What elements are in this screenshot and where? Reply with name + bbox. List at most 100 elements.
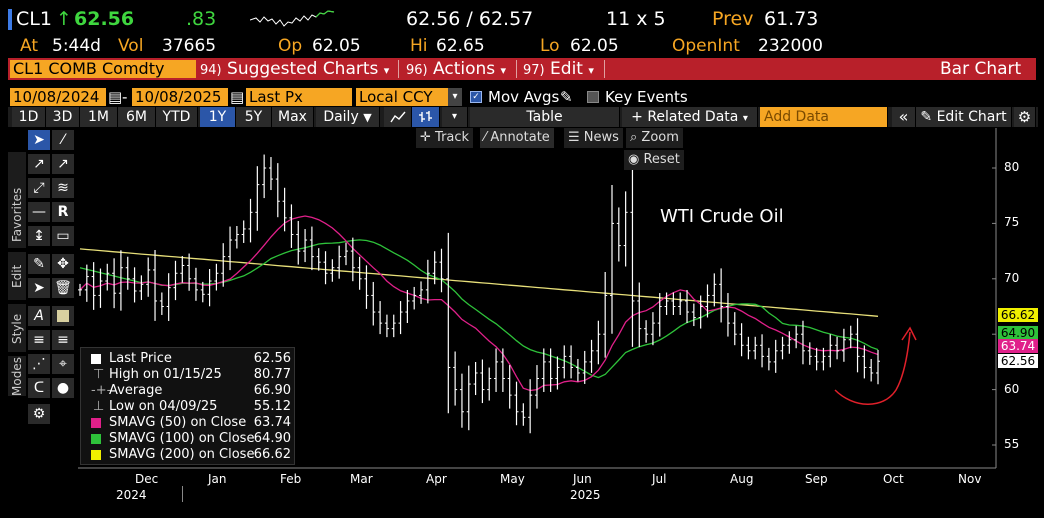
year-label-2024: 2024 (116, 488, 147, 502)
rectangle-icon[interactable]: ▭ (52, 226, 74, 246)
actions-menu[interactable]: 96) Actions ▾ (406, 58, 506, 80)
suggested-charts-label: Suggested Charts (227, 59, 379, 79)
channel-icon[interactable]: ⤢ (28, 178, 50, 198)
period-6m[interactable]: 6M (118, 107, 156, 127)
legend-value: 55.12 (253, 399, 291, 414)
price-bar (610, 185, 614, 334)
pointer-tool-icon[interactable]: ➤ (28, 130, 50, 150)
parallel-lines-icon[interactable]: ≋ (52, 178, 74, 198)
price-bar (528, 379, 533, 434)
period-3d[interactable]: 3D (46, 107, 80, 127)
price-bar (514, 381, 519, 426)
dashed-line-icon[interactable]: ⋰ (28, 354, 50, 374)
price-bar (303, 229, 308, 263)
reset-button[interactable]: ◉ Reset (624, 150, 684, 170)
annotation-arrow-curve[interactable] (834, 331, 911, 405)
move-icon[interactable]: ✥ (52, 254, 74, 274)
tab-style[interactable]: Style (8, 304, 26, 352)
horizontal-line-icon[interactable]: — (28, 202, 50, 222)
ticker[interactable]: CL1 (16, 8, 52, 30)
fibonacci-icon[interactable]: ↨ (28, 226, 50, 246)
cursor-plus-icon[interactable]: ➤ (28, 278, 50, 298)
chart-style-dropdown-icon[interactable]: ▾ (442, 107, 468, 127)
period-max[interactable]: Max (272, 107, 314, 127)
crosshair-icon[interactable]: ⌖ (52, 354, 74, 374)
period-1d[interactable]: 1D (12, 107, 46, 127)
price-bar (323, 251, 328, 285)
trash-icon[interactable]: 🗑 (52, 278, 74, 298)
period-5y[interactable]: 5Y (236, 107, 272, 127)
magnet-icon[interactable]: ᑕ (28, 378, 50, 398)
price-bar (262, 154, 267, 199)
line-chart-icon[interactable] (384, 107, 412, 127)
table-button[interactable]: Table (470, 107, 620, 127)
collapse-icon[interactable]: « (892, 107, 916, 127)
legend-value: 66.90 (253, 383, 291, 398)
text-tool-icon[interactable]: R (52, 202, 74, 222)
sma200-price-tag: 66.62 (998, 308, 1038, 322)
track-button[interactable]: ✛ Track (416, 128, 474, 148)
tab-edit[interactable]: Edit (8, 252, 26, 300)
mov-avgs-checkbox[interactable]: ✓ (470, 91, 482, 103)
period-1m[interactable]: 1M (80, 107, 118, 127)
tab-favorites[interactable]: Favorites (8, 152, 26, 248)
suggested-charts-menu[interactable]: 94) Suggested Charts ▾ (200, 58, 389, 80)
trendline-icon[interactable]: ↗ (28, 154, 50, 174)
ray-icon[interactable]: ↗ (52, 154, 74, 174)
start-date-input[interactable]: 10/08/2024 (10, 88, 106, 106)
y-tick-label: 75 (1004, 215, 1020, 230)
price-bar (371, 281, 376, 326)
start-calendar-icon[interactable]: ▤ (108, 88, 123, 106)
zoom-button[interactable]: ⌕ Zoom (626, 128, 683, 148)
price-bar (787, 331, 792, 354)
period-1y[interactable]: 1Y (200, 107, 236, 127)
legend-label: Last Price (109, 351, 172, 366)
tab-modes[interactable]: Modes (8, 356, 26, 396)
legend-label: SMAVG (100) on Close (109, 431, 255, 446)
chart-annotation-text[interactable]: WTI Crude Oil (660, 206, 784, 227)
line-weight-icon[interactable]: ≡ (28, 330, 50, 350)
font-style-icon[interactable]: A (28, 306, 50, 326)
currency-select[interactable]: Local CCY (356, 88, 448, 106)
last-price-tag: 62.56 (998, 354, 1038, 368)
price-bar (691, 303, 696, 327)
price-bar (487, 367, 492, 401)
price-bar (432, 251, 437, 285)
frequency-select[interactable]: Daily ▼ (316, 107, 380, 127)
period-ytd[interactable]: YTD (156, 107, 198, 127)
annotate-button[interactable]: ⁄ Annotate (480, 128, 554, 148)
edit-chart-button[interactable]: ✎ Edit Chart (916, 107, 1012, 127)
pencil-icon[interactable]: ✎ (560, 88, 573, 106)
settings-gear-icon[interactable]: ⚙ (28, 404, 50, 424)
high-marker-icon: ⊤ (93, 367, 105, 382)
field-select[interactable]: Last Px (246, 88, 352, 106)
color-palette-icon[interactable]: ● (52, 378, 74, 398)
chart-legend[interactable]: Last Price 62.56 ⊤ High on 01/15/25 80.7… (80, 347, 295, 465)
price-bar (705, 284, 710, 318)
price-bar (391, 314, 396, 338)
line-style-icon[interactable]: ≡ (52, 330, 74, 350)
key-events-label[interactable]: Key Events (605, 88, 688, 106)
related-data-menu[interactable]: + Related Data ▾ (622, 107, 758, 127)
bar-chart-icon[interactable] (412, 107, 440, 127)
draw-line-tool-icon[interactable]: ⁄ (52, 130, 74, 150)
price-bar (855, 318, 860, 373)
fill-color-icon[interactable] (52, 306, 74, 326)
annotate-icon: ⁄ (484, 130, 487, 145)
security-input[interactable]: CL1 COMB Comdty (10, 60, 196, 78)
open-label: Op (278, 36, 303, 56)
pencil-tool-icon[interactable]: ✎ (28, 254, 50, 274)
y-tick-label: 70 (1004, 270, 1020, 285)
price-chart[interactable] (78, 128, 998, 500)
add-data-input[interactable]: Add Data (760, 107, 888, 127)
end-calendar-icon[interactable]: ▤ (230, 88, 245, 106)
news-button[interactable]: ☰ News (564, 128, 623, 148)
mov-avgs-label[interactable]: Mov Avgs (488, 88, 560, 106)
currency-dropdown-icon[interactable]: ▾ (448, 88, 462, 106)
price-bar (241, 220, 246, 243)
gear-icon[interactable]: ⚙ (1014, 107, 1036, 127)
key-events-checkbox[interactable] (587, 91, 599, 103)
edit-menu[interactable]: 97) Edit ▾ (523, 58, 594, 80)
price-bar (596, 320, 601, 365)
end-date-input[interactable]: 10/08/2025 (132, 88, 228, 106)
